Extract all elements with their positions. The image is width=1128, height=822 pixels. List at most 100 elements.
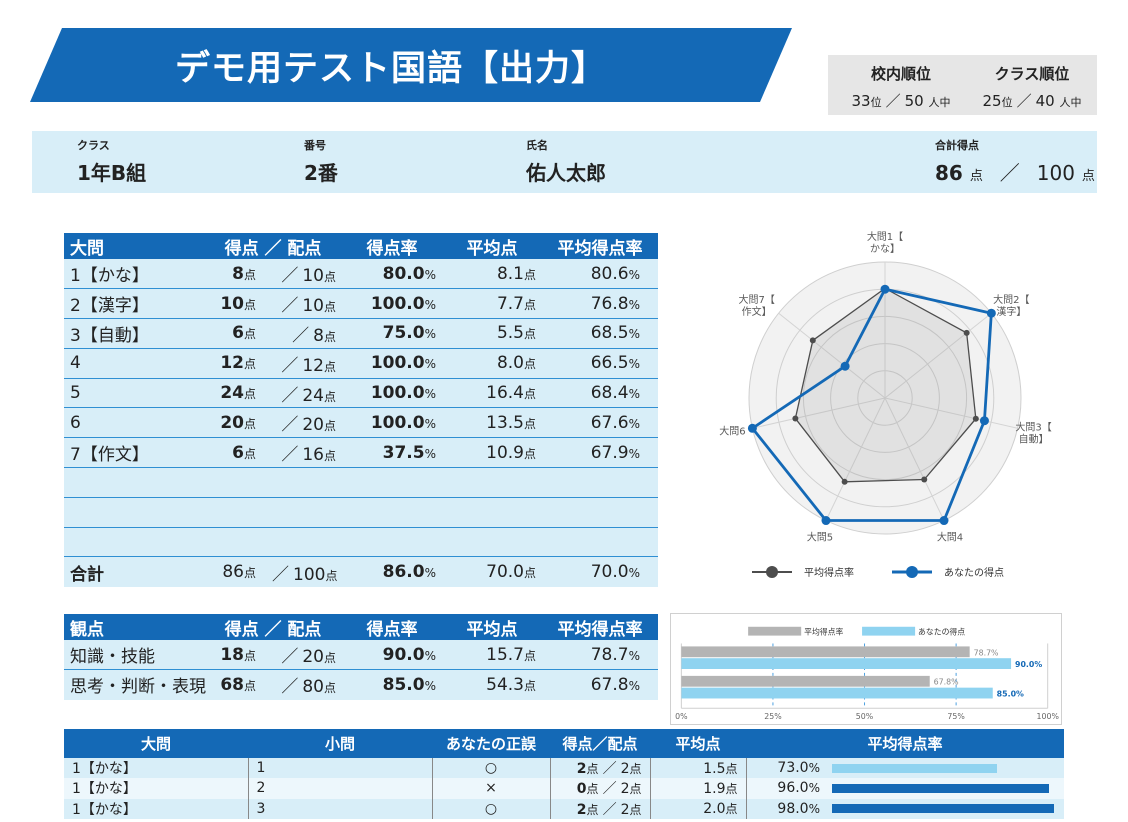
viewpoint-score-table: 観点 得点 ／ 配点 得点率 平均点 平均得点率 知識・技能 18点／ 20点 90.… [64, 614, 658, 700]
school-rank-label: 校内順位 [870, 65, 931, 83]
radar-point [963, 329, 970, 336]
row-name: 4 [70, 353, 81, 374]
viewpoint-row: 知識・技能 18点／ 20点 90.0% 15.7点 78.7% [64, 640, 658, 671]
radar-legend-marker [906, 566, 918, 578]
row-max: 80 [302, 677, 324, 698]
sub-row-max: 2 [620, 761, 630, 778]
row-name: 合計 [70, 564, 104, 585]
sub-question-row: 1【かな】 3 ○ 2点／ 2点 2.0点 98.0% [64, 798, 1065, 819]
radar-point [792, 415, 799, 422]
school-rank-total: 50 [904, 92, 924, 110]
avg-rate-bar [832, 763, 997, 773]
radar-category-label: 大問7【作文】 [738, 293, 774, 318]
student-info-bar: クラス 1年B組 番号 2番 氏名 佑人太郎 合計得点 86 点 ／ 100 点 [32, 131, 1097, 193]
row-avg: 13.5 [486, 412, 524, 433]
sub-row-avg-rate: 96.0 [777, 780, 809, 797]
radar-axis-line [752, 397, 886, 429]
row-avg: 70.0 [486, 562, 524, 583]
radar-axis-line [884, 312, 992, 399]
radar-category-label: 大問2【漢字】 [993, 293, 1029, 318]
row-rate: 85.0 [382, 674, 425, 695]
row-name: 3【自動】 [70, 325, 149, 346]
row-rate: 75.0 [382, 323, 425, 344]
row-avg-rate: 80.6 [590, 263, 629, 284]
radar-point [840, 361, 850, 371]
school-rank-value: 33 [851, 92, 871, 110]
bar-value-label: 78.7% [974, 648, 999, 657]
sub-row-result: × [485, 780, 497, 797]
bar-legend-label: 平均得点率 [804, 627, 843, 637]
ranking-box: 校内順位 33位／ 50 人中 クラス順位 25位／ 40 人中 [828, 55, 1097, 115]
row-avg-rate: 67.9 [590, 442, 629, 463]
row-score: 8 [232, 263, 244, 284]
class-rank-label: クラス順位 [994, 65, 1070, 83]
radar-point [821, 516, 831, 526]
class-rank: クラス順位 25位／ 40 人中 [971, 63, 1093, 111]
school-rank: 校内順位 33位／ 50 人中 [842, 63, 960, 111]
sub-row-number: 3 [256, 800, 266, 817]
empty-row [64, 467, 658, 498]
bar-value-label: 85.0% [997, 690, 1024, 699]
empty-row [64, 527, 658, 558]
row-rate: 100.0 [370, 353, 425, 374]
bar-rect [681, 646, 970, 658]
question-row: 7【作文】 6点／ 16点 37.5% 10.9点 67.9% [64, 437, 658, 469]
bar-tick-label: 100% [1036, 712, 1059, 721]
row-max: 20 [302, 647, 324, 668]
radar-category-label: 大問5 [807, 531, 833, 544]
sub-row-avg-rate: 98.0 [777, 800, 809, 817]
row-max: 8 [313, 325, 324, 346]
row-name: 7【作文】 [70, 445, 149, 466]
question-table-header: 大問 得点 ／ 配点 得点率 平均点 平均得点率 [64, 233, 658, 259]
row-score: 12 [220, 353, 244, 374]
row-rate: 86.0 [382, 562, 425, 583]
empty-row [64, 497, 658, 528]
row-avg-rate: 67.6 [590, 412, 629, 433]
row-max: 20 [302, 415, 324, 436]
class-rank-total: 40 [1035, 92, 1055, 110]
avg-rate-bar [832, 804, 1054, 814]
title-banner: デモ用テスト国語【出力】 [30, 28, 792, 102]
radar-series-line [794, 287, 977, 483]
bar-rect [681, 658, 1012, 669]
sub-question-table: 大問 小問 あなたの正誤 得点／配点 平均点 平均得点率 1【かな】 1 ○ 2点／ 2… [64, 729, 1065, 819]
row-avg-rate: 66.5 [590, 353, 629, 374]
row-name: 6 [70, 412, 81, 433]
bar-legend-swatch [748, 626, 802, 636]
number-field: 番号 2番 [304, 139, 338, 185]
row-avg-rate: 76.8 [590, 293, 629, 314]
bar-value-label: 90.0% [1015, 660, 1042, 669]
class-value: 1年B組 [77, 161, 147, 185]
row-rate: 100.0 [370, 383, 425, 404]
radar-chart: 大問1【かな】大問2【漢字】大問3【自動】大問4 大問5 大問6 大問7【作文】平均得… [719, 230, 1052, 579]
row-name: 2【漢字】 [70, 296, 149, 317]
row-score: 24 [220, 383, 244, 404]
radar-axis-line [884, 397, 945, 521]
bar-tick-label: 25% [764, 712, 782, 721]
row-rate: 37.5 [382, 442, 425, 463]
sub-row-question: 1【かな】 [72, 761, 137, 778]
class-field: クラス 1年B組 [77, 139, 147, 185]
sub-row-question: 1【かな】 [72, 781, 137, 798]
total-score-field: 合計得点 86 点 ／ 100 点 [935, 139, 1095, 185]
row-avg: 8.0 [496, 353, 524, 374]
sub-row-question: 1【かな】 [72, 801, 137, 818]
radar-point [880, 284, 890, 294]
row-avg-rate: 67.8 [590, 674, 629, 695]
radar-point [979, 416, 989, 426]
radar-axis-line [884, 397, 1018, 429]
name-field: 氏名 佑人太郎 [526, 139, 606, 185]
radar-category-label: 大問3【自動】 [1015, 420, 1051, 445]
radar-series-line [750, 287, 993, 522]
avg-rate-bar [832, 783, 1049, 793]
viewpoint-table-header: 観点 得点 ／ 配点 得点率 平均点 平均得点率 [64, 614, 658, 640]
bar-legend-swatch [862, 626, 916, 636]
sub-question-row: 1【かな】 2 × 0点／ 2点 1.9点 96.0% [64, 778, 1065, 799]
row-avg: 7.7 [496, 293, 524, 314]
radar-point [972, 415, 979, 422]
radar-point [747, 423, 757, 433]
sub-row-number: 2 [256, 780, 266, 797]
total-score-value: 86 [935, 161, 963, 185]
row-score: 6 [232, 323, 244, 344]
radar-point [986, 308, 996, 318]
